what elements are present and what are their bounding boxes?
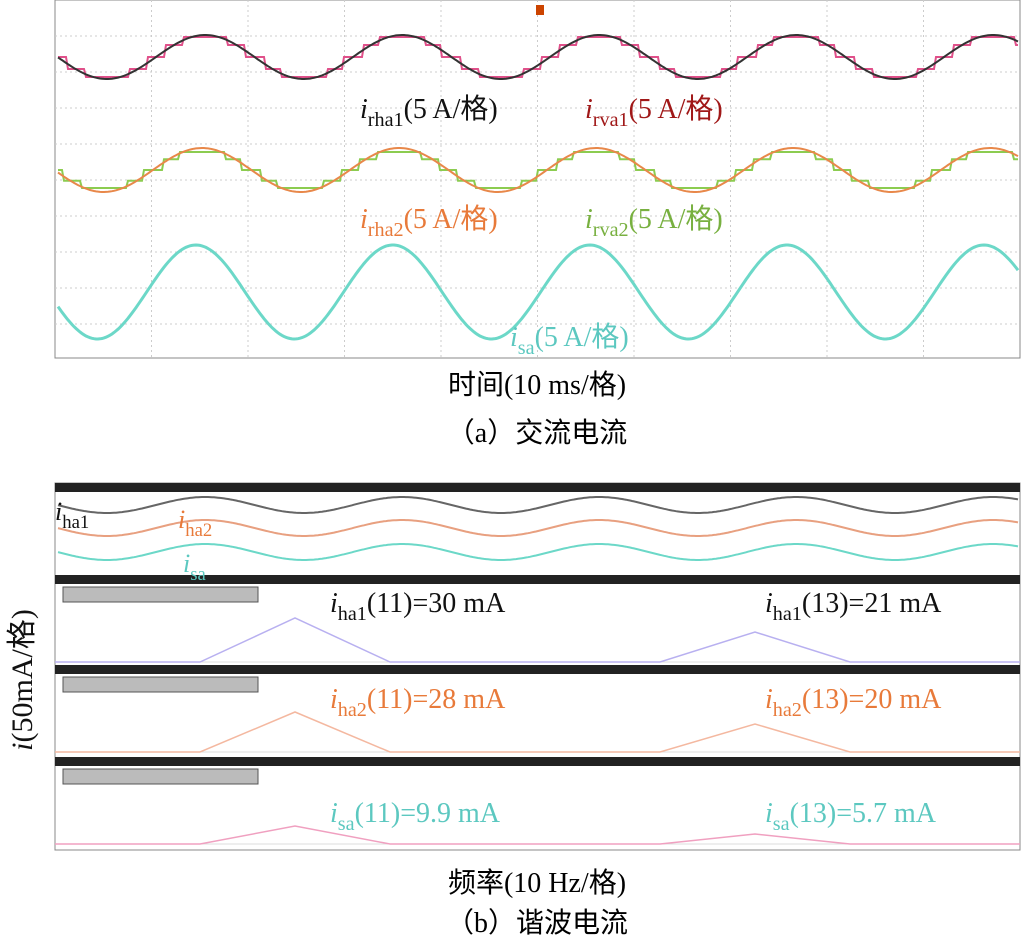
label-sub: sa [518, 337, 535, 359]
label-text: (11)=30 mA [367, 588, 506, 619]
label: isa(11)=9.9 mA [330, 798, 501, 835]
caption: （a）交流电流 [447, 417, 627, 449]
label-var: i [585, 204, 593, 235]
label-sub: ha2 [185, 520, 212, 541]
label-text: (11)=28 mA [367, 684, 506, 715]
label-sub: sa [338, 813, 355, 835]
label-var: i [6, 742, 39, 750]
label-sub: rva1 [593, 109, 629, 131]
label: i(50mA/格) [6, 609, 39, 751]
label: irha1(5 A/格) [360, 93, 498, 131]
label-var: i [178, 505, 185, 534]
sine-wave [57, 519, 1019, 537]
label-sub: rha2 [368, 219, 404, 241]
label-var: i [360, 204, 368, 235]
label-text: (11)=9.9 mA [355, 798, 501, 829]
label: irva1(5 A/格) [585, 93, 723, 131]
label: isa [183, 549, 207, 585]
label-text: (5 A/格) [629, 93, 723, 125]
label-var: i [330, 588, 338, 619]
label-var: i [765, 798, 773, 829]
label-sub: ha1 [338, 603, 367, 625]
label-text: (5 A/格) [535, 321, 629, 353]
title-bar [55, 575, 1020, 584]
label: irha2(5 A/格) [360, 203, 498, 241]
label-sub: ha1 [773, 603, 802, 625]
sine-wave [57, 496, 1019, 514]
label-var: i [585, 94, 593, 125]
x-axis-label: 时间(10 ms/格) [448, 369, 626, 401]
label-text: (5 A/格) [404, 203, 498, 235]
label: iha2(11)=28 mA [330, 684, 506, 721]
label: iha1(11)=30 mA [330, 588, 506, 625]
label-sub: ha2 [338, 699, 367, 721]
x-axis-label: 频率(10 Hz/格) [448, 867, 626, 899]
label-text: (5 A/格) [629, 203, 723, 235]
sine-wave [57, 543, 1019, 561]
label: iha2 [178, 505, 212, 541]
label-var: i [765, 684, 773, 715]
label-sub: sa [773, 813, 790, 835]
label-var: i [330, 798, 338, 829]
label-sub: ha2 [773, 699, 802, 721]
scope-a [54, 0, 1021, 359]
gray-box [62, 768, 259, 785]
spectrum [55, 711, 1020, 753]
label-sub: rva2 [593, 219, 629, 241]
label-var: i [330, 684, 338, 715]
spectrum [55, 617, 1020, 663]
label: iha1(13)=21 mA [765, 588, 942, 625]
label-text: (5 A/格) [404, 93, 498, 125]
title-bar [55, 483, 1020, 492]
label-sub: ha1 [62, 512, 89, 533]
label-var: i [510, 322, 518, 353]
title-bar [55, 665, 1020, 674]
caption: （b）谐波电流 [446, 907, 628, 939]
label-sub: sa [190, 564, 206, 585]
label-var: i [55, 497, 62, 526]
label-text: (13)=21 mA [802, 588, 942, 619]
sine-wave [56, 243, 1020, 341]
label-var: i [183, 549, 190, 578]
label: iha1 [55, 497, 89, 533]
title-bar [55, 757, 1020, 766]
sine-wave [57, 147, 1019, 193]
trigger-marker [536, 5, 544, 15]
label-text: (13)=5.7 mA [790, 798, 937, 829]
label-var: i [360, 94, 368, 125]
label-sub: rha1 [368, 109, 404, 131]
label: isa(13)=5.7 mA [765, 798, 937, 835]
label-text: (50mA/格) [6, 609, 39, 742]
gray-box [62, 586, 259, 603]
label: iha2(13)=20 mA [765, 684, 942, 721]
label-var: i [765, 588, 773, 619]
label-text: (13)=20 mA [802, 684, 942, 715]
spectrum [55, 825, 1020, 845]
sine-wave [57, 34, 1019, 80]
label: isa(5 A/格) [510, 321, 629, 359]
gray-box [62, 676, 259, 693]
label: irva2(5 A/格) [585, 203, 723, 241]
